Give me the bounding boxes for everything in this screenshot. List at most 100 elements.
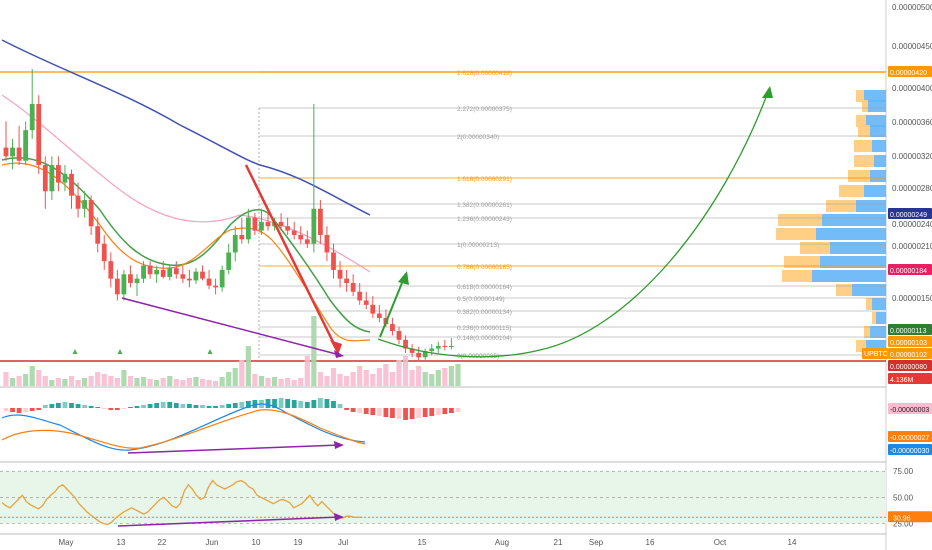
candle-body[interactable] [403, 339, 408, 349]
candle-body[interactable] [167, 268, 173, 277]
candle-body[interactable] [134, 278, 140, 284]
volume-bar [448, 366, 454, 386]
candle-body[interactable] [108, 261, 114, 279]
signal-triangle-icon [117, 349, 123, 354]
candle-body[interactable] [357, 291, 363, 301]
volume-bar [36, 370, 42, 386]
candle-body[interactable] [311, 208, 317, 244]
candle-body[interactable] [259, 221, 264, 231]
time-axis-label: 21 [554, 538, 563, 547]
macd-histogram-bar [226, 404, 232, 408]
macd-histogram-bar [357, 408, 363, 413]
candle-body[interactable] [318, 208, 323, 235]
candle-body[interactable] [75, 195, 81, 209]
candle-body[interactable] [141, 265, 146, 279]
candle-body[interactable] [180, 274, 186, 279]
candle-body[interactable] [69, 173, 74, 196]
candle-body[interactable] [435, 345, 441, 349]
candle-body[interactable] [29, 103, 35, 131]
candle-body[interactable] [232, 234, 238, 253]
macd-histogram-bar [363, 408, 369, 414]
macd-histogram-bar [272, 399, 277, 408]
macd-histogram-bar [167, 402, 173, 408]
price-axis-label: 0.00000400 [892, 84, 932, 93]
candle-body[interactable] [285, 226, 291, 231]
green-projection-curve [377, 91, 769, 358]
candle-body[interactable] [206, 278, 212, 286]
volume-bar [3, 372, 9, 386]
candle-body[interactable] [173, 268, 179, 275]
candle-body[interactable] [350, 283, 356, 292]
candle-body[interactable] [278, 221, 284, 227]
candle-body[interactable] [128, 274, 133, 284]
candle-body[interactable] [291, 230, 297, 235]
candle-body[interactable] [95, 226, 101, 244]
volume-bar [108, 376, 114, 386]
candle-body[interactable] [193, 271, 199, 281]
time-axis-label: 10 [252, 538, 261, 547]
macd-histogram-bar [101, 408, 107, 409]
volume-bar [232, 368, 238, 386]
candle-body[interactable] [101, 243, 107, 262]
candle-body[interactable] [114, 278, 120, 295]
candle-body[interactable] [49, 165, 55, 192]
candle-body[interactable] [449, 345, 454, 347]
candle-body[interactable] [265, 221, 271, 227]
candle-body[interactable] [200, 271, 205, 279]
candle-body[interactable] [42, 165, 48, 192]
candle-body[interactable] [154, 269, 160, 275]
candle-body[interactable] [187, 278, 192, 281]
volume-bar [258, 376, 265, 386]
candle-body[interactable] [304, 239, 310, 244]
candle-body[interactable] [16, 147, 22, 161]
candle-body[interactable] [219, 269, 225, 288]
volume-bar [416, 366, 422, 386]
macd-histogram-bar [311, 400, 317, 408]
candle-body[interactable] [422, 351, 428, 358]
candle-body[interactable] [429, 348, 435, 352]
candle-body[interactable] [396, 331, 402, 340]
candle-body[interactable] [252, 217, 258, 231]
candle-body[interactable] [82, 200, 87, 209]
candle-body[interactable] [3, 147, 9, 157]
candle-body[interactable] [88, 200, 94, 227]
volume-bar [101, 374, 107, 386]
candle-body[interactable] [409, 348, 415, 353]
candle-body[interactable] [10, 147, 15, 157]
candle-body[interactable] [36, 103, 42, 166]
candle-body[interactable] [62, 173, 68, 183]
volume-bar [49, 380, 55, 386]
candle-body[interactable] [226, 252, 232, 270]
candle-body[interactable] [324, 234, 330, 253]
candle-body[interactable] [147, 265, 153, 275]
candle-body[interactable] [344, 278, 349, 284]
candle-body[interactable] [121, 274, 127, 295]
candle-body[interactable] [331, 252, 336, 270]
time-axis-label: Jun [206, 538, 219, 547]
volume-bar [389, 372, 396, 386]
candle-body[interactable] [23, 130, 29, 161]
candle-body[interactable] [376, 313, 382, 318]
candle-body[interactable] [160, 269, 166, 277]
candle-body[interactable] [213, 285, 218, 288]
macd-histogram-bar [23, 408, 29, 412]
candle-body[interactable] [245, 217, 251, 240]
candle-body[interactable] [390, 324, 395, 332]
rsi-divergence-line [117, 516, 341, 527]
candle-body[interactable] [298, 234, 304, 240]
volume-profile-bar-sell [782, 270, 812, 282]
volume-profile-bar-sell [848, 170, 870, 182]
volume-bar [206, 380, 212, 386]
candle-body[interactable] [416, 352, 422, 358]
rsi-axis-label: 50.00 [893, 493, 914, 502]
candle-body[interactable] [442, 345, 448, 347]
candle-body[interactable] [337, 269, 343, 279]
candle-body[interactable] [370, 304, 376, 314]
macd-histogram-bar [304, 402, 310, 408]
price-axis-label: 0.00000210 [892, 242, 932, 251]
price-axis-label: 0.00000360 [892, 118, 932, 127]
candle-body[interactable] [239, 234, 245, 240]
candle-body[interactable] [363, 300, 369, 305]
candle-body[interactable] [56, 165, 61, 183]
